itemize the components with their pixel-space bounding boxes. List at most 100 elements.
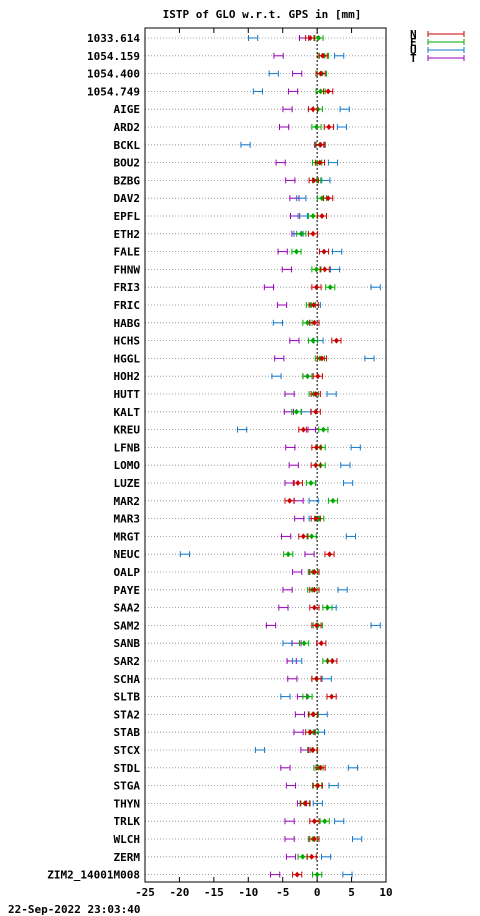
error-bar-n	[317, 52, 328, 59]
point-marker	[302, 800, 308, 807]
point-marker	[307, 729, 313, 736]
error-bar-t	[293, 729, 304, 736]
point-marker	[293, 408, 299, 415]
point-marker	[311, 319, 317, 326]
error-bar-u	[326, 391, 337, 397]
error-bar-t	[285, 444, 296, 451]
error-bar-t	[281, 533, 292, 540]
error-bar-t	[284, 818, 295, 825]
point-marker	[319, 213, 325, 219]
error-bar-n	[307, 106, 319, 113]
x-tick-label: -10	[238, 886, 258, 899]
error-bar-t	[273, 52, 284, 59]
error-bar-e	[325, 284, 336, 291]
error-bar-e	[298, 640, 310, 647]
error-bar-n	[312, 373, 323, 380]
error-bar-e	[313, 35, 324, 41]
error-bar-t	[292, 569, 303, 575]
error-bar-n	[308, 302, 319, 308]
timestamp: 22-Sep-2022 23:03:40	[8, 903, 140, 916]
point-marker	[311, 836, 317, 842]
error-bar-t	[284, 836, 295, 842]
x-tick-label: 0	[314, 886, 321, 899]
error-bar-t	[289, 337, 300, 344]
error-bar-n	[310, 408, 321, 415]
error-bar-u	[343, 480, 354, 486]
station-label: STCX	[114, 744, 141, 757]
point-marker	[313, 675, 319, 682]
error-bar-u	[301, 408, 312, 415]
error-bar-t	[292, 70, 303, 77]
station-label: DAV2	[114, 192, 141, 205]
error-bar-e	[312, 871, 323, 878]
legend-label: T	[410, 52, 417, 65]
point-marker	[318, 640, 324, 647]
error-bar-u	[327, 159, 339, 166]
error-bar-n	[309, 836, 320, 842]
plot-frame	[144, 27, 387, 883]
error-bar-u	[347, 764, 359, 771]
error-bar-u	[329, 266, 341, 273]
error-bar-t	[285, 177, 296, 184]
error-bar-u	[332, 248, 343, 255]
station-label: STDL	[114, 762, 141, 775]
station-label: BCKL	[114, 139, 141, 152]
error-bar-n	[316, 355, 328, 362]
point-marker	[309, 853, 315, 860]
station-label: HGGL	[114, 352, 141, 365]
point-marker	[310, 747, 316, 753]
error-bar-u	[317, 711, 328, 718]
point-marker	[310, 213, 316, 219]
error-bar-t	[263, 284, 275, 291]
station-label: SAM2	[114, 619, 141, 632]
error-bar-e	[306, 533, 317, 540]
error-bar-n	[314, 159, 325, 166]
station-label: HABG	[114, 317, 141, 330]
error-bar-n	[309, 818, 320, 825]
error-bar-n	[324, 551, 335, 558]
point-marker	[315, 782, 321, 789]
station-label: ZERM	[114, 851, 141, 864]
station-label: BZBG	[114, 174, 141, 187]
error-bar-e	[307, 337, 319, 344]
point-marker	[311, 604, 317, 611]
error-bar-n	[315, 70, 326, 77]
point-marker	[307, 35, 313, 41]
error-bar-e	[283, 551, 294, 558]
error-bar-t	[278, 124, 290, 130]
error-bar-t	[293, 497, 304, 504]
point-marker	[294, 871, 300, 878]
point-marker	[333, 337, 339, 344]
station-label: ETH2	[114, 228, 141, 241]
station-label: KALT	[114, 406, 141, 419]
point-marker	[308, 480, 314, 486]
station-label: BOU2	[114, 157, 141, 170]
point-marker	[313, 266, 319, 273]
point-marker	[313, 515, 319, 522]
station-label: STA2	[114, 708, 141, 721]
error-bar-t	[285, 853, 297, 860]
station-label: MAR2	[114, 495, 141, 508]
point-marker	[311, 586, 317, 593]
error-bar-n	[307, 711, 319, 718]
point-marker	[311, 177, 317, 184]
x-tick-label: 10	[379, 886, 392, 899]
error-bar-n	[284, 497, 295, 504]
point-marker	[320, 426, 326, 433]
point-marker	[301, 640, 307, 647]
error-bar-e	[296, 230, 307, 237]
point-marker	[327, 284, 333, 291]
legend-label: N	[410, 28, 417, 41]
error-bar-e	[291, 408, 302, 415]
point-marker	[293, 248, 299, 255]
error-bar-e	[307, 213, 319, 219]
error-bar-e	[305, 480, 317, 486]
error-bar-e	[302, 693, 313, 700]
point-marker	[305, 373, 311, 380]
station-label: PAYE	[114, 584, 141, 597]
error-bar-u	[321, 675, 332, 682]
error-bar-n	[312, 782, 323, 789]
point-marker	[305, 319, 311, 326]
error-bar-n	[307, 747, 319, 753]
